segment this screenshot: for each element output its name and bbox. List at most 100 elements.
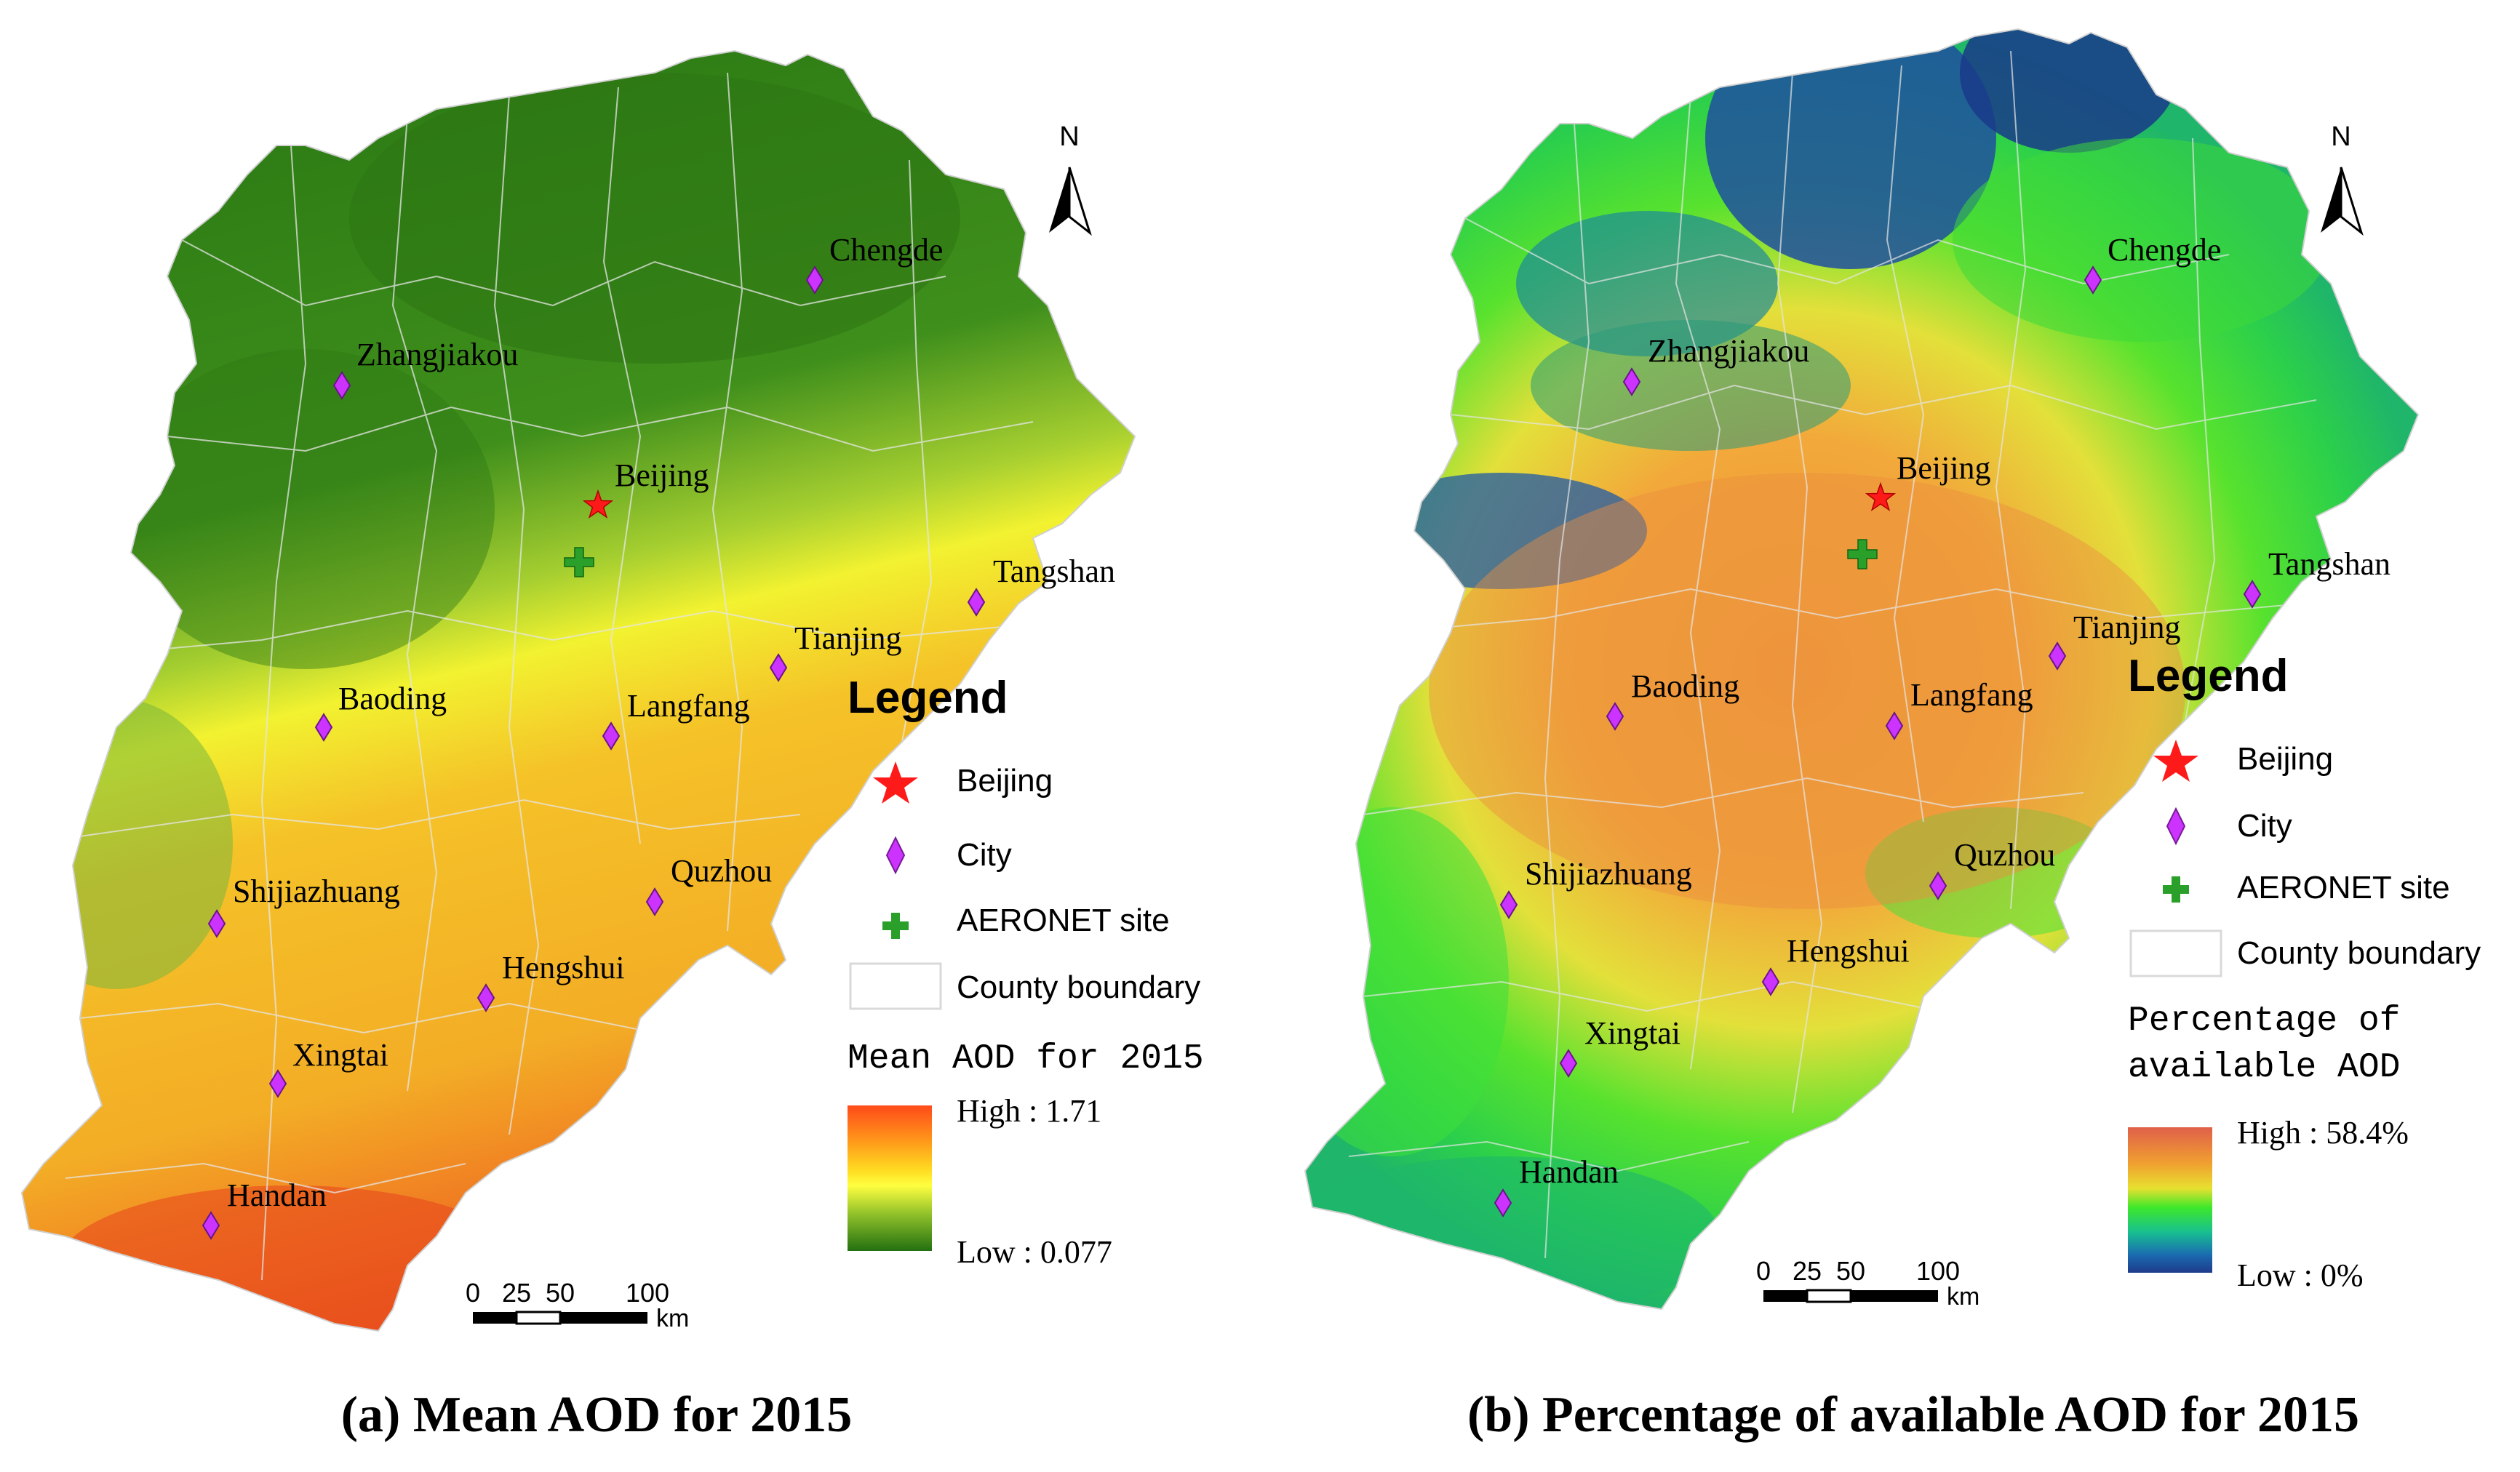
legend-label: Beijing bbox=[2237, 741, 2333, 777]
place-shijiazhuang: Shijiazhuang bbox=[1499, 856, 1692, 919]
scale-unit: km bbox=[1947, 1283, 1979, 1311]
city-diamond-marker bbox=[207, 909, 226, 938]
legend-item-aeronet: AERONET site bbox=[882, 903, 1170, 939]
place-beijing: Beijing bbox=[1865, 450, 1991, 512]
scale-tick: 50 bbox=[546, 1278, 575, 1308]
place-langfang: Langfang bbox=[1885, 677, 2033, 740]
place-label: Zhangjiakou bbox=[356, 337, 518, 372]
place-label: Shijiazhuang bbox=[1525, 856, 1692, 892]
city-diamond-marker bbox=[769, 653, 788, 682]
legend-label: County boundary bbox=[2237, 935, 2481, 971]
place-hengshui: Hengshui bbox=[477, 950, 625, 1012]
legend-label: AERONET site bbox=[2237, 870, 2450, 905]
place-label: Tangshan bbox=[2268, 546, 2391, 582]
capital-star-marker bbox=[582, 489, 614, 519]
north-arrow: N bbox=[2321, 121, 2364, 236]
city-diamond-marker bbox=[1494, 1188, 1512, 1217]
ramp-title-line2: available AOD bbox=[2128, 1048, 2400, 1087]
place-quzhou: Quzhou bbox=[645, 853, 772, 916]
caption-b: (b) Percentage of available AOD for 2015 bbox=[1467, 1387, 2359, 1443]
place-baoding: Baoding bbox=[1606, 668, 1739, 731]
place-label: Baoding bbox=[1631, 668, 1739, 704]
scale-tick: 25 bbox=[502, 1278, 531, 1308]
color-ramp bbox=[848, 1105, 932, 1251]
place-label: Beijing bbox=[615, 457, 709, 493]
ramp-title: Mean AOD for 2015 bbox=[848, 1039, 1204, 1079]
legend-item-county: County boundary bbox=[2129, 929, 2481, 977]
legend-label: AERONET site bbox=[957, 903, 1170, 938]
city-diamond-marker bbox=[477, 983, 495, 1012]
place-quzhou: Quzhou bbox=[1929, 837, 2055, 900]
place-shijiazhuang: Shijiazhuang bbox=[207, 873, 400, 938]
place-xingtai: Xingtai bbox=[268, 1037, 388, 1098]
scale-bar-a: 0 25 50 100 km bbox=[466, 1278, 689, 1332]
legend-label: County boundary bbox=[957, 969, 1200, 1005]
north-label: N bbox=[2331, 121, 2350, 152]
legend-label: City bbox=[957, 837, 1012, 873]
legend-a: Legend Beijing City AERONET site County … bbox=[848, 673, 1204, 1270]
place-label: Baoding bbox=[338, 681, 447, 716]
place-tianjing: Tianjing bbox=[769, 620, 902, 682]
place-zhangjiakou: Zhangjiakou bbox=[332, 337, 518, 400]
legend-b: Legend Beijing City AERONET site County … bbox=[2128, 651, 2481, 1293]
place-label: Chengde bbox=[829, 232, 943, 268]
capital-star-marker bbox=[1865, 481, 1897, 512]
places-layer-b: Chengde Zhangjiakou Beijing Tangshan Tianjin… bbox=[1494, 232, 2391, 1217]
city-diamond-marker bbox=[2084, 265, 2102, 295]
city-diamond-marker bbox=[1499, 890, 1518, 919]
city-diamond-marker bbox=[1929, 871, 1947, 900]
color-ramp bbox=[2128, 1127, 2212, 1273]
place-label: Beijing bbox=[1897, 450, 1991, 486]
place-label: Quzhou bbox=[671, 853, 772, 889]
place-handan: Handan bbox=[1494, 1154, 1619, 1217]
ramp-low-label: Low : 0% bbox=[2237, 1257, 2364, 1293]
legend-item-beijing: Beijing bbox=[2153, 740, 2333, 782]
place-label: Hengshui bbox=[502, 950, 625, 985]
legend-item-city: City bbox=[885, 836, 1012, 875]
city-diamond-marker bbox=[1885, 711, 1904, 740]
caption-a: (a) Mean AOD for 2015 bbox=[341, 1387, 853, 1443]
scale-tick: 0 bbox=[466, 1278, 480, 1308]
aeronet-site-marker bbox=[1847, 539, 1878, 569]
place-label: Chengde bbox=[2108, 232, 2221, 268]
place-label: Xingtai bbox=[1584, 1015, 1680, 1051]
place-tianjing: Tianjing bbox=[2048, 609, 2181, 671]
ramp-title-line1: Percentage of bbox=[2128, 1001, 2400, 1041]
north-arrow: N bbox=[1049, 121, 1092, 236]
legend-label: City bbox=[2237, 808, 2292, 844]
city-diamond-marker bbox=[1622, 367, 1641, 396]
city-diamond-marker bbox=[2243, 580, 2262, 609]
place-tangshan: Tangshan bbox=[2243, 546, 2391, 609]
scale-tick: 25 bbox=[1793, 1256, 1822, 1286]
city-diamond-marker bbox=[805, 265, 824, 295]
north-label: N bbox=[1059, 121, 1079, 152]
place-zhangjiakou: Zhangjiakou bbox=[1622, 333, 1809, 396]
panel-b: Chengde Zhangjiakou Beijing Tangshan Tianjin… bbox=[1304, 28, 2481, 1443]
city-diamond-marker bbox=[202, 1211, 220, 1240]
places-layer-a: Chengde Zhangjiakou Beijing Tangshan Tianjin… bbox=[202, 232, 1115, 1240]
place-label: Zhangjiakou bbox=[1648, 333, 1809, 369]
aeronet-site-marker bbox=[564, 547, 594, 577]
place-label: Shijiazhuang bbox=[233, 873, 400, 909]
ramp-high-label: High : 58.4% bbox=[2237, 1115, 2409, 1151]
place-label: Quzhou bbox=[1954, 837, 2055, 873]
legend-item-county: County boundary bbox=[849, 962, 1200, 1010]
scale-tick: 50 bbox=[1836, 1256, 1865, 1286]
place-tangshan: Tangshan bbox=[967, 553, 1115, 617]
place-baoding: Baoding bbox=[314, 681, 447, 742]
place-label: Langfang bbox=[627, 688, 750, 724]
place-xingtai: Xingtai bbox=[1559, 1015, 1680, 1078]
legend-item-beijing: Beijing bbox=[873, 761, 1053, 804]
scale-unit: km bbox=[656, 1305, 689, 1332]
place-hengshui: Hengshui bbox=[1761, 933, 1910, 996]
city-diamond-marker bbox=[332, 371, 351, 400]
city-diamond-marker bbox=[967, 588, 986, 617]
scale-tick: 100 bbox=[626, 1278, 669, 1308]
legend-item-city: City bbox=[2166, 807, 2292, 846]
legend-label: Beijing bbox=[957, 763, 1053, 799]
place-handan: Handan bbox=[202, 1177, 327, 1240]
place-label: Handan bbox=[227, 1177, 327, 1213]
city-diamond-marker bbox=[314, 713, 333, 742]
city-diamond-marker bbox=[1606, 702, 1624, 731]
